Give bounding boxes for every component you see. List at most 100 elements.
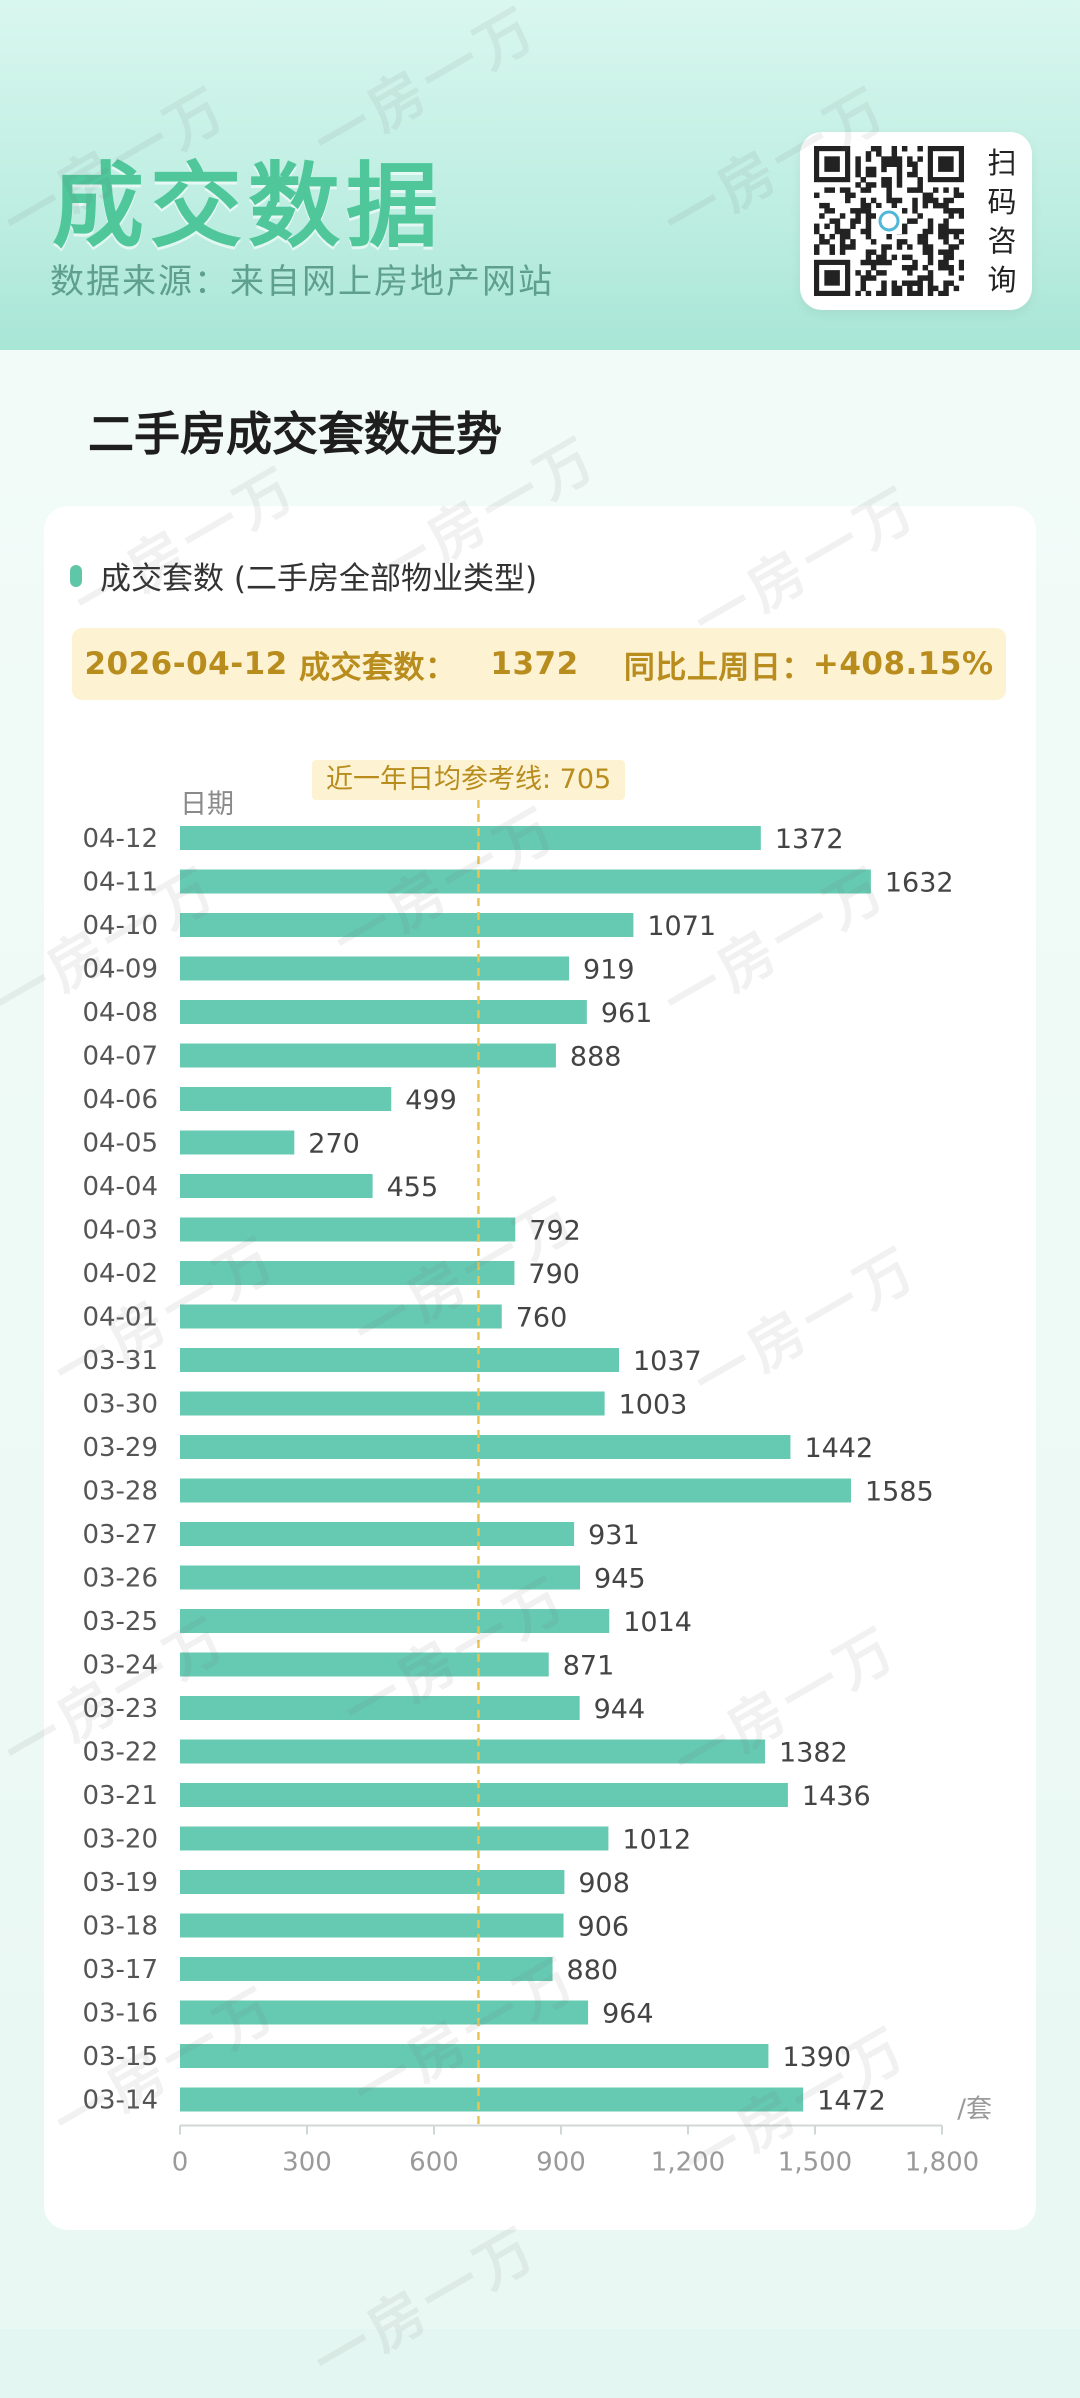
banner-count: 1372 <box>490 646 579 682</box>
value-label: 880 <box>567 1955 619 1986</box>
category-label: 04-12 <box>82 824 158 854</box>
category-label: 03-15 <box>82 2042 158 2072</box>
x-axis-unit: /套 <box>957 2095 992 2125</box>
bar-04-12 <box>180 826 761 850</box>
bar-chart: 04-12 1372 04-11 1632 04-10 1071 04-09 919 04-08… <box>82 800 992 2178</box>
category-label: 03-29 <box>82 1433 158 1463</box>
category-label: 04-05 <box>82 1129 158 1159</box>
qr-char-1: 扫 <box>987 146 1017 180</box>
value-label: 1442 <box>804 1433 873 1464</box>
qr-code-icon[interactable] <box>814 146 964 296</box>
bar-03-17 <box>180 1957 553 1981</box>
banner-date: 2026-04-12 <box>84 646 288 682</box>
category-label: 04-04 <box>82 1172 158 1202</box>
bar-04-05 <box>180 1130 295 1155</box>
value-label: 1436 <box>802 1781 871 1812</box>
value-label: 760 <box>516 1303 568 1334</box>
value-label: 1472 <box>817 2086 886 2117</box>
bar-03-27 <box>180 1522 575 1546</box>
value-label: 1372 <box>775 824 844 855</box>
banner-compare-value: +408.15% <box>812 646 994 682</box>
qr-char-4: 询 <box>987 263 1017 297</box>
legend-marker <box>70 564 82 587</box>
data-source-subtitle: 数据来源：来自网上房地产网站 <box>50 262 554 302</box>
bar-03-26 <box>180 1565 581 1590</box>
value-label: 964 <box>602 1999 654 2030</box>
value-label: 931 <box>588 1520 640 1551</box>
category-label: 04-02 <box>82 1259 158 1289</box>
value-label: 1382 <box>779 1738 848 1769</box>
value-label: 1390 <box>782 2042 851 2073</box>
bar-03-20 <box>180 1826 609 1851</box>
bar-03-23 <box>180 1696 580 1720</box>
banner-count-label: 成交套数： <box>299 649 457 686</box>
bar-04-06 <box>180 1087 392 1111</box>
category-label: 04-06 <box>82 1085 158 1115</box>
category-label: 03-27 <box>82 1520 158 1550</box>
qr-char-2: 码 <box>987 185 1017 219</box>
value-label: 961 <box>601 998 653 1029</box>
category-label: 03-23 <box>82 1694 158 1724</box>
value-label: 944 <box>594 1694 646 1725</box>
bar-04-04 <box>180 1174 373 1198</box>
bar-04-01 <box>180 1304 502 1329</box>
value-label: 1014 <box>623 1607 692 1638</box>
category-label: 03-18 <box>82 1912 158 1942</box>
category-label: 03-28 <box>82 1477 158 1507</box>
x-tick-label: 1,500 <box>778 2148 852 2178</box>
x-tick-label: 0 <box>172 2148 189 2178</box>
category-label: 03-19 <box>82 1868 158 1898</box>
qr-consult-card[interactable]: 扫 码 咨 询 <box>800 132 1032 310</box>
bar-03-22 <box>180 1739 766 1764</box>
category-label: 04-10 <box>82 911 158 941</box>
bar-04-07 <box>180 1043 556 1068</box>
value-label: 1012 <box>622 1825 691 1856</box>
bar-04-10 <box>180 913 634 937</box>
bar-04-09 <box>180 956 570 981</box>
value-label: 871 <box>563 1651 615 1682</box>
category-label: 03-30 <box>82 1390 158 1420</box>
category-label: 04-01 <box>82 1303 158 1333</box>
x-tick-label: 600 <box>409 2148 459 2178</box>
bar-03-25 <box>180 1609 610 1633</box>
page-title: 成交数据 <box>52 153 445 260</box>
x-tick-label: 1,800 <box>905 2148 979 2178</box>
banner-compare-label: 同比上周日： <box>623 649 813 686</box>
value-label: 455 <box>387 1172 439 1203</box>
category-label: 04-08 <box>82 998 158 1028</box>
bar-03-16 <box>180 2000 589 2025</box>
category-label: 04-11 <box>82 868 158 898</box>
header-banner: 成交数据 数据来源：来自网上房地产网站 扫 码 咨 询 <box>0 0 1080 350</box>
value-label: 499 <box>405 1085 457 1116</box>
x-tick-label: 300 <box>282 2148 332 2178</box>
value-label: 945 <box>594 1564 646 1595</box>
bar-03-14 <box>180 2087 804 2112</box>
value-label: 908 <box>578 1868 630 1899</box>
section-title: 二手房成交套数走势 <box>88 407 502 461</box>
value-label: 906 <box>578 1912 630 1943</box>
category-label: 04-09 <box>82 955 158 985</box>
value-label: 270 <box>308 1129 360 1160</box>
value-label: 919 <box>583 955 635 986</box>
bar-04-08 <box>180 1000 587 1024</box>
bar-04-02 <box>180 1261 515 1285</box>
value-label: 1585 <box>865 1477 934 1508</box>
bar-03-15 <box>180 2044 769 2068</box>
bar-04-11 <box>180 869 871 894</box>
y-axis-title: 日期 <box>180 789 234 820</box>
bar-03-28 <box>180 1478 851 1503</box>
qr-logo-icon <box>878 210 900 232</box>
qr-char-3: 咨 <box>987 224 1017 258</box>
legend-label: 成交套数 (二手房全部物业类型) <box>100 561 538 597</box>
bar-04-03 <box>180 1217 516 1242</box>
value-label: 792 <box>529 1216 581 1247</box>
value-label: 1071 <box>647 911 716 942</box>
x-tick-label: 1,200 <box>651 2148 725 2178</box>
category-label: 03-31 <box>82 1346 158 1376</box>
bar-03-30 <box>180 1391 605 1416</box>
bar-03-19 <box>180 1870 565 1894</box>
category-label: 03-26 <box>82 1564 158 1594</box>
category-label: 03-25 <box>82 1607 158 1637</box>
category-label: 03-20 <box>82 1825 158 1855</box>
value-label: 1003 <box>619 1390 688 1421</box>
